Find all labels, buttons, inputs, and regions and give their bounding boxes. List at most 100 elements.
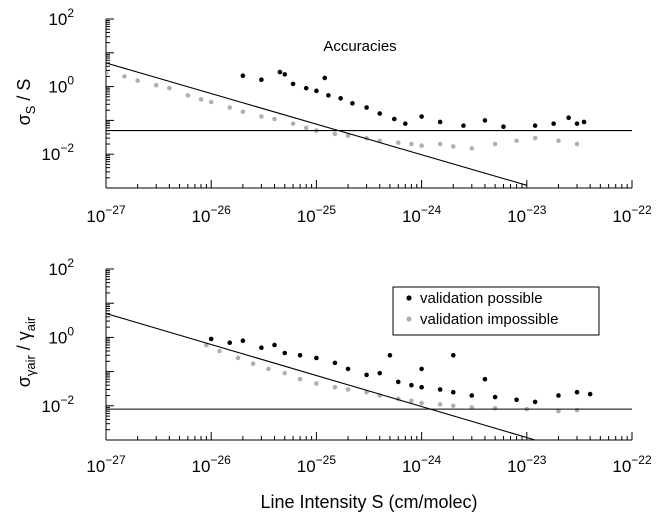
point-series-b (266, 366, 271, 372)
y-axis-label-tail: / γ (14, 331, 34, 355)
y-axis-label: σγair / γair (14, 316, 38, 387)
point-series-a (345, 366, 351, 372)
point-series-a (587, 391, 593, 397)
y-axis-label: σS / S (14, 79, 38, 126)
x-tick-label: 10−27 (86, 203, 126, 226)
y-axis-label-subscript: γair (23, 355, 38, 377)
point-series-a (364, 372, 369, 378)
point-series-a (377, 111, 383, 116)
point-series-b (556, 138, 561, 144)
point-series-b (185, 93, 191, 98)
x-tick-exponent: −26 (210, 203, 231, 217)
y-tick-base: 10 (41, 397, 60, 416)
x-tick-base: 10 (192, 457, 211, 476)
point-series-a (208, 336, 214, 342)
point-series-a (501, 124, 506, 130)
y-tick-base: 10 (48, 78, 67, 97)
point-series-b (332, 384, 338, 390)
point-series-a (277, 69, 283, 75)
point-series-a (437, 387, 443, 392)
y-tick-exponent: −2 (60, 141, 74, 155)
accuracies-annotation: Accuracies (323, 38, 396, 55)
point-series-a (297, 352, 303, 358)
point-series-a (387, 352, 393, 358)
point-series-a (240, 73, 246, 79)
x-tick-label: 10−26 (192, 453, 232, 476)
point-series-b (437, 141, 443, 147)
y-axis-label-tail: / S (14, 79, 34, 106)
trend-line (106, 312, 536, 440)
x-tick-base: 10 (612, 207, 631, 226)
y-tick-label: 102 (48, 256, 74, 279)
point-series-b (217, 348, 222, 354)
point-series-a (364, 105, 369, 110)
point-series-a (303, 85, 309, 91)
point-series-a (419, 114, 424, 119)
point-series-a (314, 88, 319, 94)
point-series-b (272, 116, 277, 122)
y-tick-exponent: 2 (67, 256, 74, 270)
y-tick-exponent: 0 (67, 74, 74, 88)
point-series-b (198, 97, 204, 102)
x-tick-exponent: −23 (526, 453, 547, 467)
x-tick-label: 10−26 (192, 203, 232, 226)
x-tick-base: 10 (402, 207, 421, 226)
legend-box (392, 286, 600, 336)
point-series-b (122, 74, 127, 79)
point-series-a (391, 116, 397, 122)
point-series-b (303, 125, 309, 131)
x-tick-base: 10 (297, 207, 316, 226)
point-series-a (350, 101, 355, 106)
point-series-a (450, 352, 456, 358)
panel-accuracy-gamma-air: 10−27 10−26 10−25 10−24 10−23 10−2210210010−2… (14, 256, 652, 512)
point-series-b (409, 398, 414, 404)
x-tick-base: 10 (612, 457, 631, 476)
point-series-a (450, 389, 456, 395)
point-series-b (574, 407, 580, 413)
point-series-a (259, 77, 264, 83)
point-series-b (437, 402, 443, 407)
y-tick-base: 10 (48, 10, 67, 29)
point-series-a (240, 338, 246, 344)
x-tick-label: 10−25 (297, 453, 337, 476)
point-series-b (106, 70, 109, 76)
point-series-b (297, 376, 303, 382)
point-series-a (574, 389, 580, 395)
point-series-b (314, 381, 319, 386)
x-tick-base: 10 (507, 457, 526, 476)
x-tick-base: 10 (192, 207, 211, 226)
x-tick-exponent: −24 (421, 453, 442, 467)
legend-marker (406, 316, 412, 322)
point-series-b (409, 141, 414, 147)
point-series-a (326, 93, 331, 98)
x-tick-exponent: −27 (105, 203, 126, 217)
x-tick-label: 10−22 (612, 453, 652, 476)
point-series-a (395, 379, 401, 385)
x-axis-label: Line Intensity S (cm/molec) (260, 492, 477, 512)
x-tick-label: 10−24 (402, 203, 442, 226)
x-tick-exponent: −22 (631, 453, 652, 467)
point-series-b (492, 405, 498, 411)
point-series-a (581, 119, 587, 125)
point-series-b (208, 99, 214, 105)
point-series-a (419, 384, 424, 390)
point-series-a (290, 81, 296, 87)
y-tick-base: 10 (41, 145, 60, 164)
point-series-a (514, 397, 519, 403)
x-tick-exponent: −23 (526, 203, 547, 217)
x-tick-base: 10 (86, 207, 105, 226)
point-series-b (450, 403, 456, 409)
x-tick-exponent: −26 (210, 453, 231, 467)
y-tick-label: 10−2 (41, 393, 74, 416)
point-series-b (532, 135, 538, 141)
legend-label: validation impossible (420, 311, 558, 328)
point-series-a (314, 355, 319, 361)
y-tick-label: 10−2 (41, 141, 74, 164)
point-series-b (419, 143, 424, 148)
y-tick-label: 100 (48, 74, 74, 97)
point-series-a (338, 96, 343, 101)
x-tick-exponent: −27 (105, 453, 126, 467)
x-tick-base: 10 (86, 457, 105, 476)
plot-area (106, 312, 632, 440)
